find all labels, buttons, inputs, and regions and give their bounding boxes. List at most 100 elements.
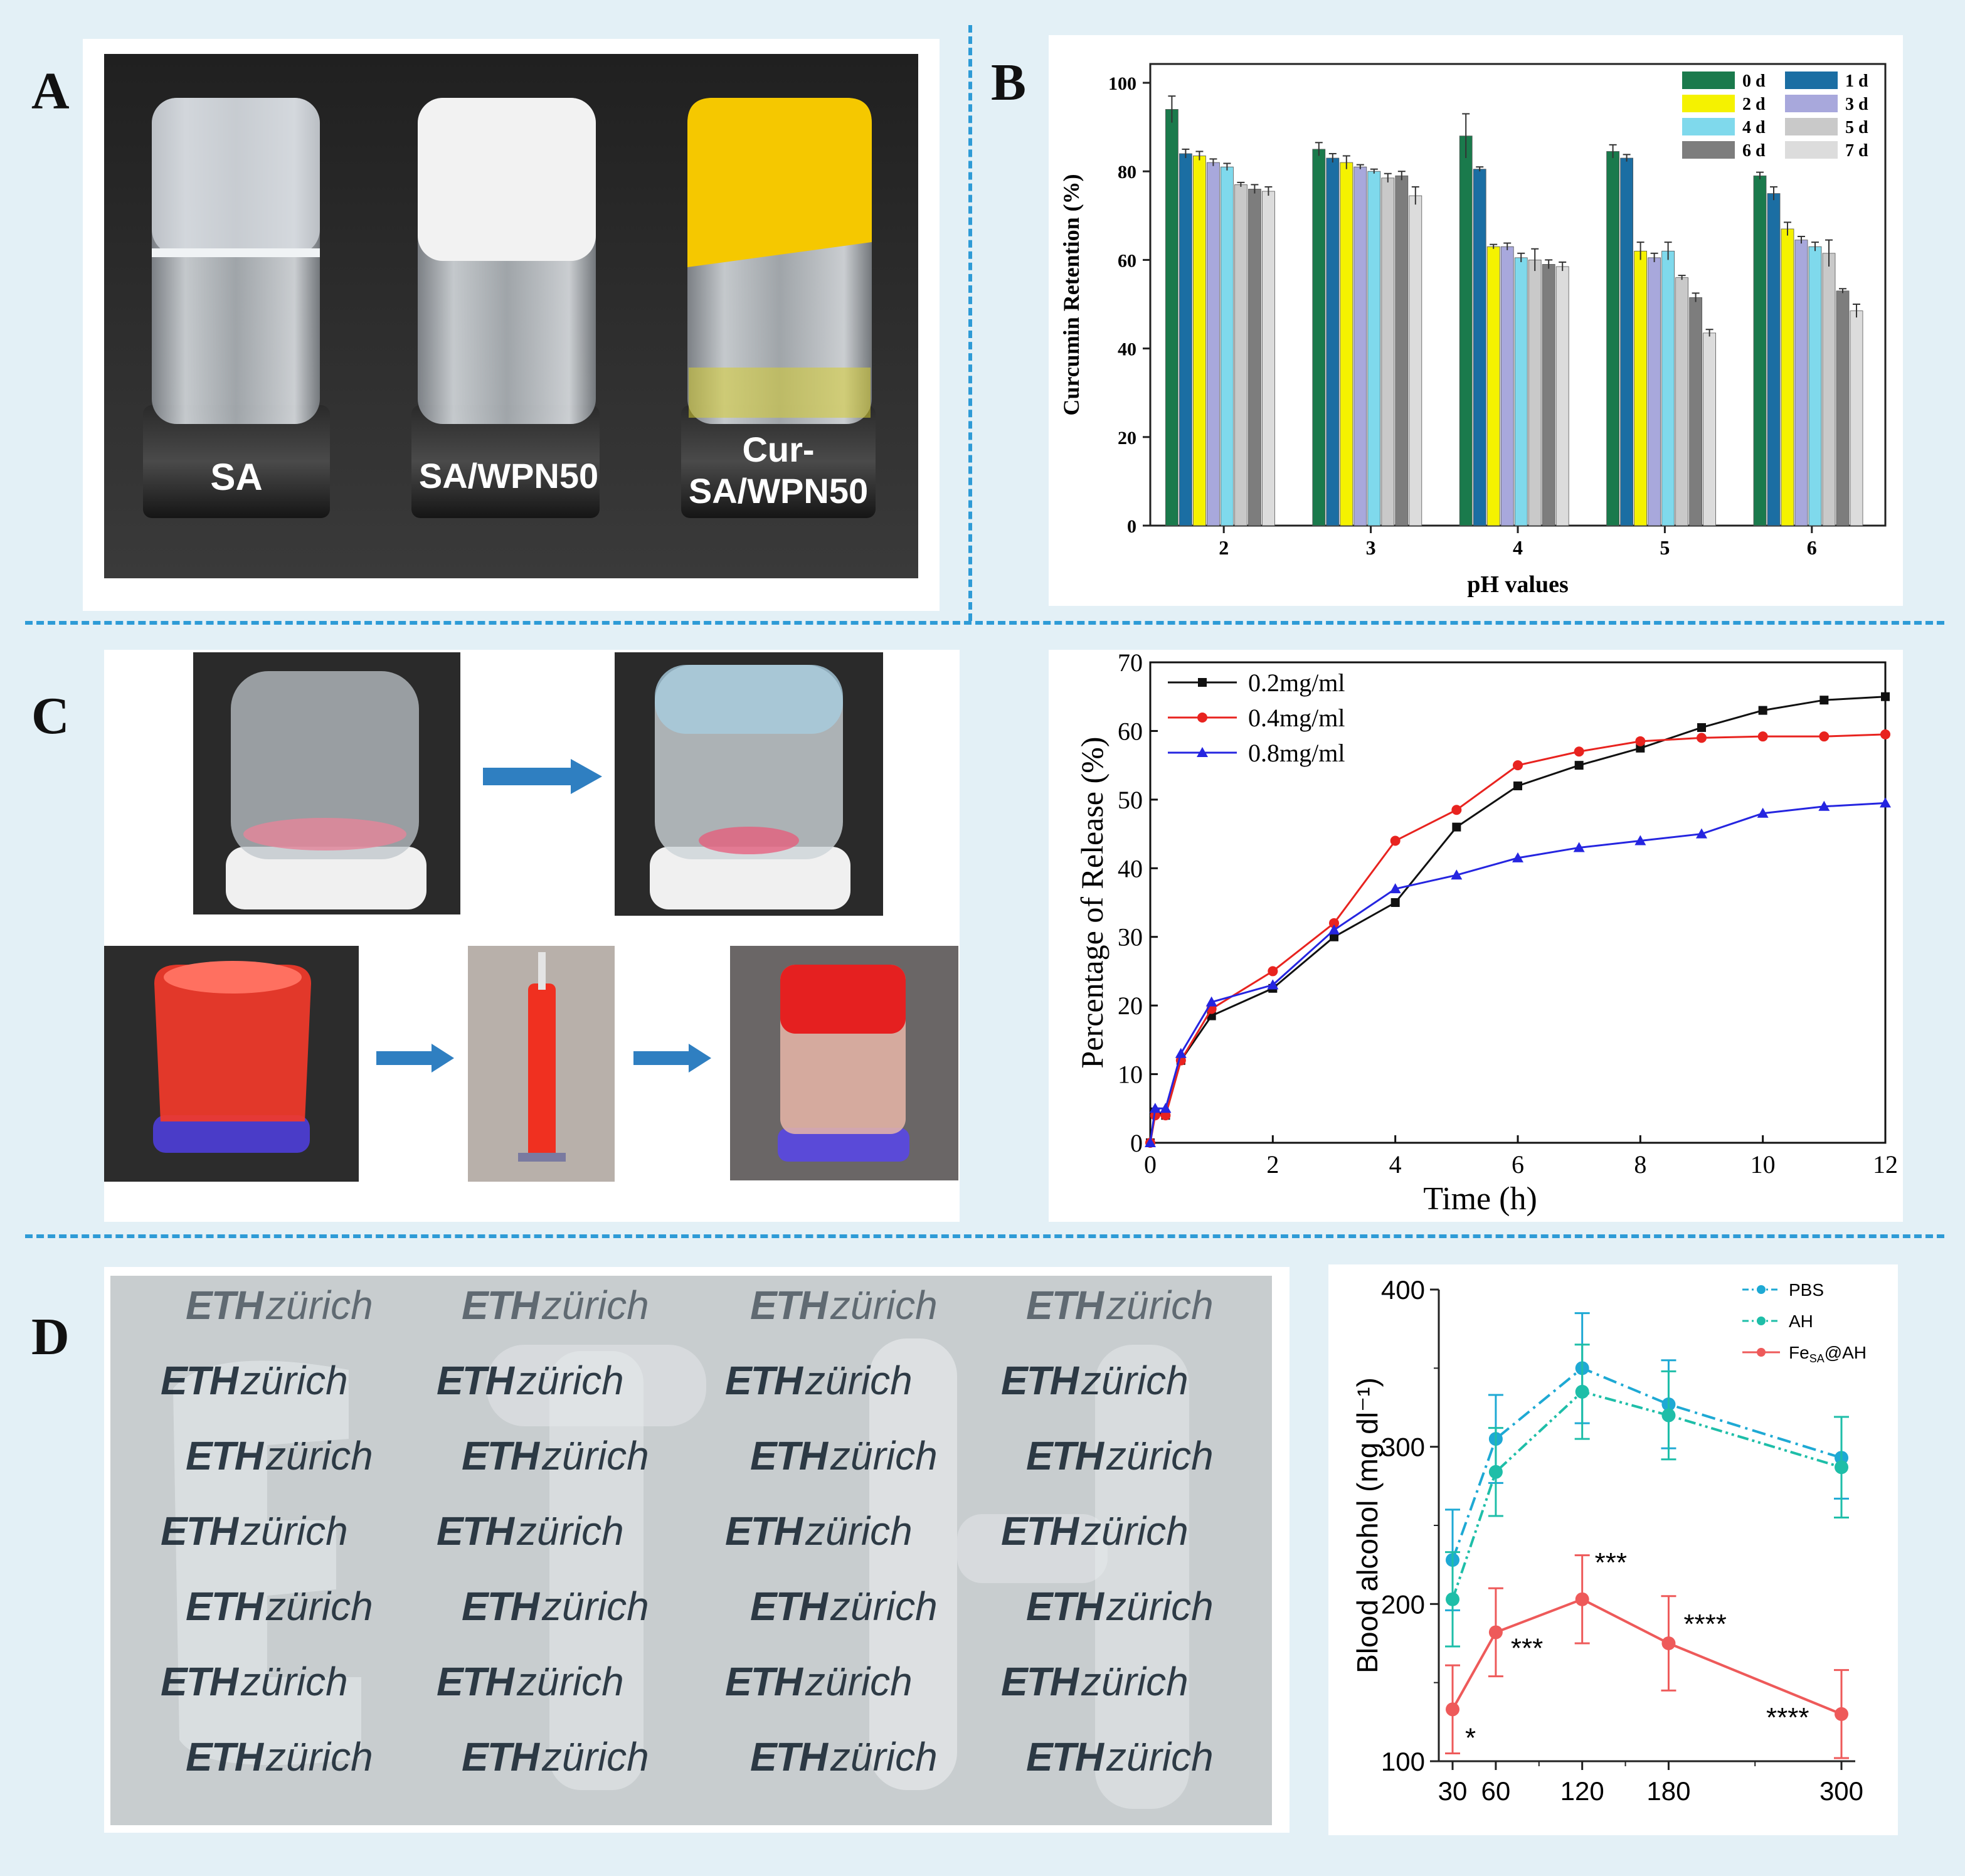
eth-zurich-text: ETHzürich [1026, 1583, 1214, 1630]
eth-text: ETH [1001, 1659, 1079, 1704]
chart-b-x-tick-label: 5 [1660, 536, 1670, 559]
eth-zurich-text: ETHzürich [186, 1282, 373, 1328]
eth-zurich-text: ETHzürich [437, 1508, 624, 1554]
photo-hydrogel-vial-1 [193, 652, 460, 914]
zurich-text: zürich [241, 1508, 348, 1554]
chart-b-bar [1381, 178, 1395, 526]
chart-c-point [1696, 828, 1707, 839]
eth-text-pattern: ETHzürich ETHzürich ETHzürich ETHzürich ETHz… [110, 1276, 1272, 1825]
eth-text: ETH [161, 1659, 238, 1704]
chart-c-point [1819, 731, 1830, 742]
eth-text: ETH [462, 1283, 539, 1328]
chart-c-point [1390, 898, 1400, 907]
chart-b-bar [1473, 169, 1486, 526]
chart-d-legend-label-name: Fe [1789, 1343, 1809, 1362]
zurich-text: zürich [1081, 1659, 1189, 1704]
chart-c-x-axis-label: Time (h) [1423, 1181, 1537, 1217]
eth-zurich-text: ETHzürich [186, 1734, 373, 1780]
panel-a-photo: SA SA/WPN50 Cur- SA/WPN50 [104, 54, 918, 578]
chart-c-point [1757, 731, 1768, 742]
divider-vertical-ab [968, 25, 972, 621]
chart-c-point [1881, 692, 1890, 701]
zurich-text: zürich [830, 1734, 938, 1779]
chart-d-y-tick-label: 400 [1381, 1275, 1425, 1305]
chart-b-bar [1634, 250, 1648, 526]
chart-c-point [1197, 713, 1207, 723]
chart-b-y-tick-label: 20 [1118, 428, 1136, 448]
zurich-text: zürich [1106, 1734, 1214, 1779]
arrow-right-icon [633, 1044, 711, 1073]
zurich-text: zürich [805, 1508, 913, 1554]
vials-illustration [104, 54, 918, 578]
eth-text: ETH [725, 1508, 803, 1554]
chart-b-bar [1850, 310, 1863, 526]
chart-d-x-tick-label: 120 [1560, 1776, 1604, 1806]
chart-d-point [1661, 1636, 1676, 1650]
zurich-text: zürich [830, 1283, 938, 1328]
chart-c-y-tick-label: 60 [1118, 717, 1143, 745]
chart-d-significance-marker: *** [1511, 1633, 1543, 1663]
eth-text: ETH [186, 1283, 263, 1328]
chart-b-legend-label: 3 d [1845, 95, 1868, 114]
vial-label-sa: SA [210, 456, 263, 498]
chart-d-x-tick-label: 60 [1481, 1776, 1511, 1806]
eth-text: ETH [462, 1433, 539, 1478]
chart-d-significance-marker: *** [1595, 1547, 1627, 1578]
chart-c-point [1205, 996, 1217, 1007]
chart-c-point [1389, 883, 1401, 894]
chart-c-y-tick-label: 20 [1118, 992, 1143, 1020]
chart-d-point [1575, 1592, 1589, 1606]
photo-eth-hydrogel-letters: ETHzürich ETHzürich ETHzürich ETHzürich ETHz… [110, 1276, 1272, 1825]
chart-b-x-tick-label: 4 [1513, 536, 1523, 559]
chart-b-y-tick-label: 100 [1108, 73, 1136, 94]
chart-d-point [1575, 1384, 1589, 1399]
chart-c-y-tick-label: 40 [1118, 854, 1143, 882]
photo-hydrogel-vial-2 [615, 652, 883, 916]
chart-d-significance-marker: **** [1683, 1609, 1727, 1640]
photo-inverted-red-gel-vial [730, 946, 958, 1180]
chart-c-point [1880, 797, 1891, 808]
chart-c-point [1197, 747, 1208, 757]
chart-c-x-tick-label: 10 [1750, 1150, 1776, 1179]
chart-c-point [1574, 746, 1584, 757]
zurich-text: zürich [517, 1508, 624, 1554]
chart-d-legend-label-name: PBS [1789, 1280, 1824, 1300]
chart-b-bar [1675, 277, 1689, 526]
chart-b-legend-label: 5 d [1845, 118, 1868, 137]
chart-b-x-tick-label: 6 [1807, 536, 1817, 559]
chart-b-bar [1193, 156, 1206, 526]
zurich-text: zürich [542, 1283, 649, 1328]
zurich-text: zürich [517, 1358, 624, 1403]
chart-c-point [1452, 822, 1461, 832]
eth-text: ETH [186, 1433, 263, 1478]
chart-b-bar [1367, 171, 1381, 526]
eth-text: ETH [462, 1734, 539, 1779]
chart-d-y-axis-label: Blood alcohol (mg dl⁻¹) [1351, 1377, 1384, 1673]
chart-b-bar [1620, 157, 1634, 526]
chart-d-legend-label-suffix: @AH [1825, 1343, 1867, 1362]
eth-text: ETH [1001, 1508, 1079, 1554]
zurich-text: zürich [1081, 1358, 1189, 1403]
chart-b-y-tick-label: 60 [1118, 250, 1136, 271]
zurich-text: zürich [266, 1433, 373, 1478]
chart-b-bar [1207, 162, 1220, 526]
chart-b-bar [1822, 253, 1836, 526]
chart-d-point [1661, 1408, 1676, 1423]
chart-d-legend-marker [1757, 1317, 1766, 1325]
chart-c-point [1757, 807, 1769, 818]
chart-b-bar [1165, 109, 1178, 526]
chart-d-x-tick-label: 180 [1646, 1776, 1690, 1806]
chart-b-y-tick-label: 40 [1118, 339, 1136, 360]
chart-d-x-tick-label: 30 [1438, 1776, 1468, 1806]
chart-b-legend-swatch [1682, 72, 1735, 89]
chart-b-bar [1395, 175, 1409, 526]
chart-b-legend-swatch [1682, 95, 1735, 112]
chart-c-point [1451, 869, 1463, 880]
vial-label-cur: Cur- [742, 430, 815, 469]
photo-syringe [468, 946, 615, 1182]
chart-b-bar [1514, 257, 1528, 526]
panel-d-chart-frame [1328, 1264, 1898, 1835]
chart-c-legend-label: 0.4mg/ml [1248, 704, 1345, 732]
chart-b-bar [1648, 257, 1661, 526]
eth-zurich-text: ETHzürich [1001, 1508, 1189, 1554]
